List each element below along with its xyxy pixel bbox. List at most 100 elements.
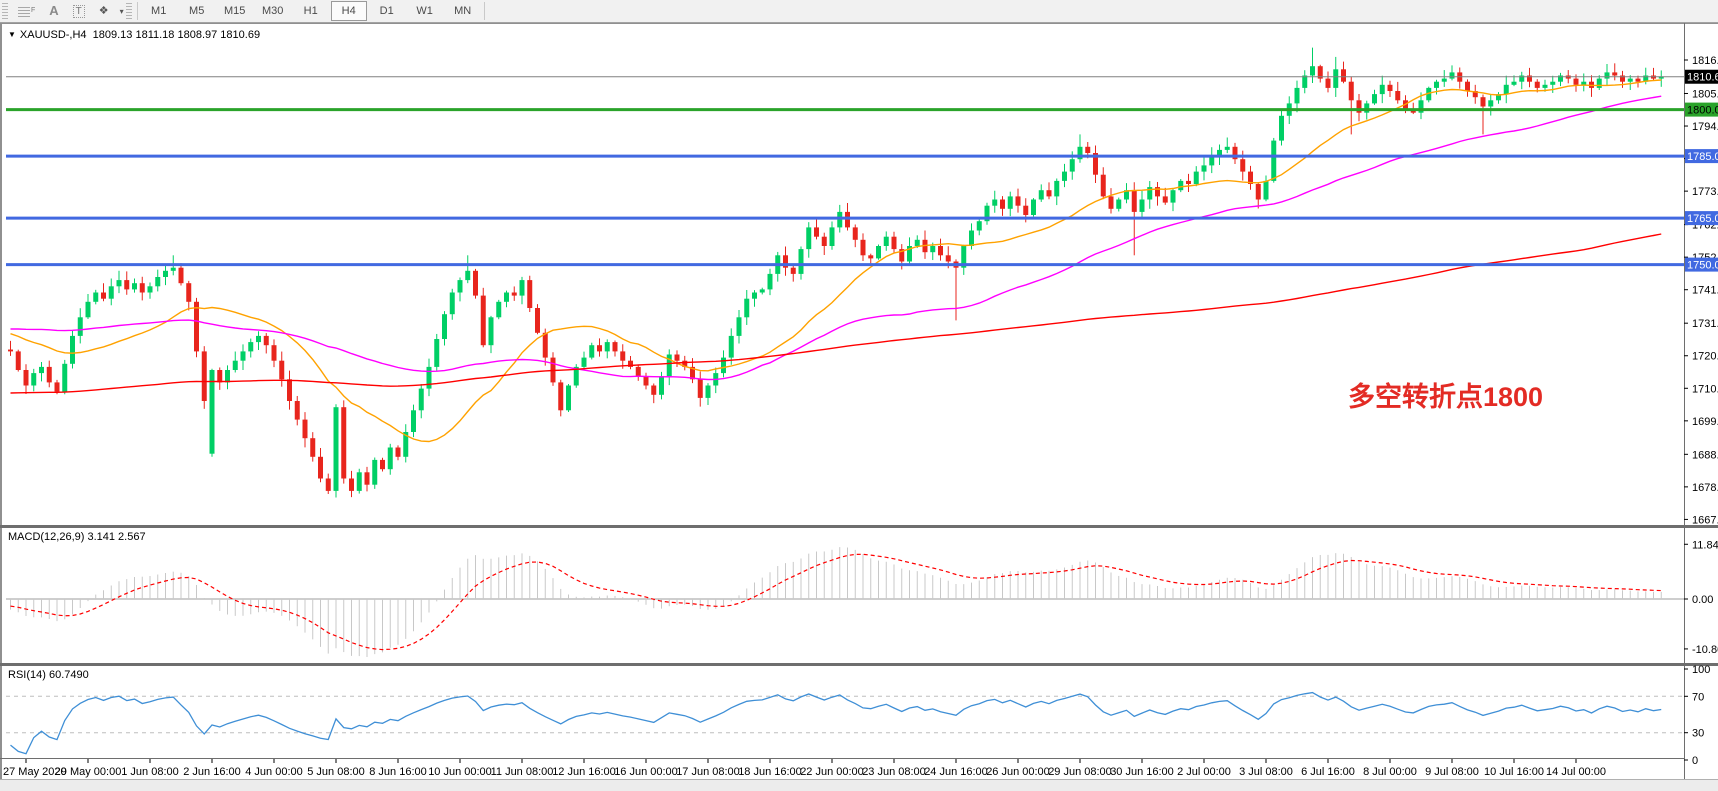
candle-body [1310,66,1315,76]
candle-body [341,407,347,479]
candle-body [829,227,835,246]
timeframe-button-M30[interactable]: M30 [261,5,284,17]
time-tick-label: 8 Jun 16:00 [369,766,427,778]
candle-body [961,246,967,268]
timeframe-button-M1[interactable]: M1 [151,5,167,17]
styles-dropdown-icon[interactable]: ▾ [119,6,124,16]
candle-body [1542,84,1548,88]
time-tick-label: 30 Jun 16:00 [1110,766,1174,778]
time-tick-label: 22 Jun 00:00 [800,766,864,778]
candle-body [132,283,137,290]
time-tick-label: 2 Jun 16:00 [183,766,241,778]
candle-body [1085,146,1091,153]
time-tick-label: 27 May 2020 [3,766,67,778]
candle-body [620,351,626,361]
candle-body [116,280,122,287]
candle-body [1000,199,1005,209]
styles-icon[interactable]: ❖ [98,5,109,17]
timeframe-button-M15[interactable]: M15 [223,5,246,17]
candle-body [372,459,378,485]
candle-body [333,407,339,491]
candle-body [457,280,463,293]
candle-body [659,376,664,395]
candle-body [225,370,230,383]
time-tick-label: 10 Jun 00:00 [428,766,492,778]
timeframe-button-D1[interactable]: D1 [379,5,394,17]
candle-body [426,366,432,389]
candle-body [891,236,897,250]
candle-body [1038,190,1044,200]
candle-body [364,472,370,485]
chart-canvas[interactable]: 1816.01805.21794.71784.21773.71762.91752… [0,23,1718,791]
candle-body [721,357,726,374]
candle-body [1449,72,1455,79]
candle-body [1116,199,1122,209]
candle-body [1139,199,1145,212]
slow-ma-line [10,233,1662,394]
candle-body [868,255,874,259]
candle-body [511,292,517,296]
chart-window: 1816.01805.21794.71784.21773.71762.91752… [0,23,1718,791]
candle-body [806,227,812,250]
timeframe-button-H4[interactable]: H4 [330,1,367,21]
candle-body [349,478,354,491]
candle-body [488,317,494,346]
candle-body [1186,180,1191,184]
candle-body [783,255,788,268]
candle-body [612,342,618,352]
text-tool-icon[interactable]: T [72,4,85,18]
candle-body [1232,146,1238,160]
candle-body [1627,78,1633,82]
price-axis: 1816.01805.21794.71784.21773.71762.91752… [1684,55,1718,767]
timeframe-button-W1[interactable]: W1 [416,5,433,17]
candle-body [628,360,633,367]
time-tick-label: 5 Jun 08:00 [307,766,365,778]
candle-body [294,401,300,420]
candle-body [1162,196,1168,203]
time-tick-label: 18 Jun 16:00 [738,766,802,778]
candle-body [15,351,21,370]
font-icon[interactable]: A [49,3,59,18]
timeframe-button-H1[interactable]: H1 [303,5,318,17]
candle-body [1348,81,1354,101]
candle-body [759,289,765,293]
candle-body [1596,78,1602,88]
candle-body [403,432,409,457]
candle-body [46,366,52,383]
chart-template-icon[interactable]: F [18,5,35,17]
candle-body [473,270,478,296]
price-tick-label: 1710.1 [1692,383,1718,395]
candle-body [666,354,672,377]
time-tick-label: 4 Jun 00:00 [245,766,303,778]
level-badge-label: 1785.0 [1687,151,1718,163]
candle-body [1023,205,1029,215]
timeframe-button-M5[interactable]: M5 [189,5,205,17]
time-tick-label: 17 Jun 08:00 [676,766,740,778]
candle-body [604,342,610,352]
candle-body [736,317,742,336]
candle-body [821,236,827,246]
candle-body [263,335,269,346]
candle-body [1100,174,1106,197]
candle-body [984,205,990,222]
timeframe-group-handle[interactable] [125,3,132,19]
candle-body [573,366,579,386]
price-tick-label: 1720.6 [1692,351,1718,363]
candle-body [23,370,29,386]
candle-body [496,301,502,318]
toolbar-drag-handle[interactable] [2,3,8,19]
candle-body [1224,146,1230,150]
dotted-grid-icon [18,7,30,17]
candle-body [1271,140,1277,181]
candle-body [186,283,192,302]
candle-body [209,370,215,454]
level-badge [1685,211,1718,226]
candle-body [790,267,796,274]
candle-body [170,267,176,271]
candle-body [969,230,974,246]
timeframe-button-MN[interactable]: MN [454,5,472,17]
candle-body [1263,180,1269,200]
macd-tick-label: -10.808 [1692,644,1718,656]
level-badge [1685,257,1718,272]
candle-body [1387,84,1393,91]
